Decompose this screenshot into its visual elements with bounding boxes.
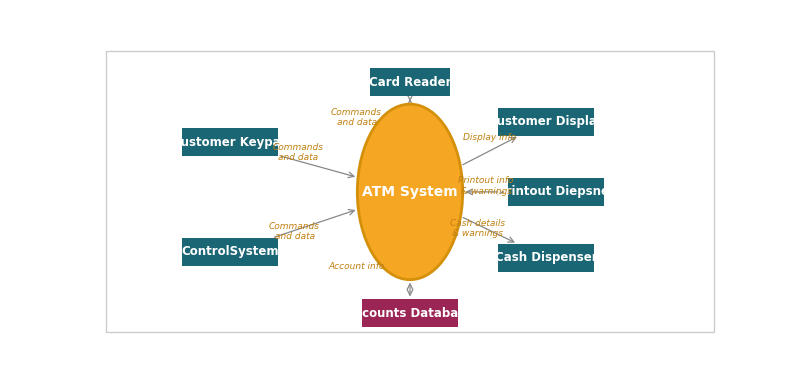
FancyBboxPatch shape bbox=[182, 128, 278, 156]
FancyBboxPatch shape bbox=[498, 108, 594, 136]
Text: Printout info
& warnings: Printout info & warnings bbox=[458, 176, 514, 196]
FancyBboxPatch shape bbox=[370, 68, 450, 96]
Text: Commands
and data: Commands and data bbox=[269, 222, 320, 241]
Text: Card Reader: Card Reader bbox=[369, 76, 451, 89]
Text: Commands
and data: Commands and data bbox=[331, 108, 382, 127]
FancyBboxPatch shape bbox=[182, 238, 278, 266]
Text: Customer Display: Customer Display bbox=[488, 115, 605, 128]
FancyBboxPatch shape bbox=[362, 299, 458, 327]
Text: Account info: Account info bbox=[329, 262, 386, 271]
FancyBboxPatch shape bbox=[508, 178, 604, 206]
Text: ATM System: ATM System bbox=[362, 185, 458, 199]
Text: Cash Dispenser: Cash Dispenser bbox=[495, 251, 598, 264]
Ellipse shape bbox=[358, 104, 462, 280]
Text: Cash details
& warnings: Cash details & warnings bbox=[450, 219, 506, 238]
Text: Display info: Display info bbox=[462, 133, 516, 142]
Text: Printout Diepsner: Printout Diepsner bbox=[497, 185, 614, 198]
FancyBboxPatch shape bbox=[498, 244, 594, 272]
Text: ControlSystem: ControlSystem bbox=[182, 245, 279, 258]
Text: Accounts Database: Accounts Database bbox=[346, 307, 474, 320]
Text: Customer Keypad: Customer Keypad bbox=[172, 136, 289, 149]
Text: Commands
and data: Commands and data bbox=[272, 143, 323, 162]
